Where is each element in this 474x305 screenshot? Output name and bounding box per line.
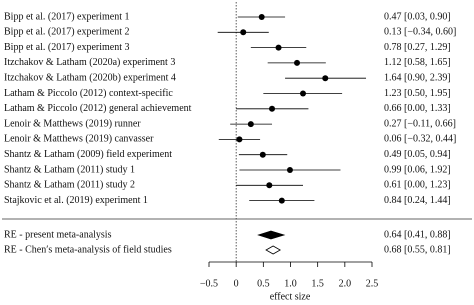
point-estimate <box>286 167 293 173</box>
study-label: Itzchakov & Latham (2020b) experiment 4 <box>4 72 176 83</box>
study-label: Lenoir & Matthews (2019) runner <box>4 118 141 129</box>
estimate-label: 0.27 [−0.11, 0.66] <box>384 118 456 129</box>
x-axis-label: effect size <box>270 291 311 302</box>
study-label: Bipp et al. (2017) experiment 2 <box>4 27 130 38</box>
point-estimate <box>247 121 254 128</box>
point-estimate <box>259 151 266 158</box>
x-tick-label: 2.5 <box>366 278 379 289</box>
point-estimate <box>240 29 247 36</box>
estimate-label: 0.49 [0.05, 0.94] <box>384 149 451 160</box>
estimate-label: 1.64 [0.90, 2.39] <box>384 72 451 83</box>
point-estimate <box>275 44 282 51</box>
study-label: Latham & Piccolo (2012) general achievem… <box>4 103 192 114</box>
summary-estimate-label: 0.64 [0.41, 0.88] <box>384 229 451 240</box>
point-estimate <box>322 75 329 82</box>
estimate-label: 0.13 [−0.34, 0.60] <box>384 27 456 38</box>
point-estimate <box>299 90 306 97</box>
point-estimate <box>278 197 285 204</box>
estimate-label: 0.99 [0.06, 1.92] <box>384 164 451 175</box>
estimate-label: 0.84 [0.24, 1.44] <box>384 195 451 206</box>
summary-label: RE - present meta-analysis <box>4 229 112 240</box>
estimate-label: 0.78 [0.27, 1.29] <box>384 42 451 53</box>
estimate-label: 1.23 [0.50, 1.95] <box>384 88 451 99</box>
estimate-label: 1.12 [0.58, 1.65] <box>384 57 451 68</box>
study-label: Bipp et al. (2017) experiment 3 <box>4 42 130 53</box>
x-tick-label: 0 <box>234 278 239 289</box>
summary-diamond <box>257 230 286 240</box>
estimate-label: 0.47 [0.03, 0.90] <box>384 11 451 22</box>
study-label: Shantz & Latham (2011) study 2 <box>4 180 135 191</box>
summary-diamond <box>265 245 281 255</box>
estimate-label: 0.61 [0.00, 1.23] <box>384 180 451 191</box>
x-tick-label: 1.0 <box>284 278 297 289</box>
study-label: Latham & Piccolo (2012) context-specific <box>4 88 173 99</box>
x-tick-label: 1.5 <box>311 278 324 289</box>
point-estimate <box>258 14 265 20</box>
study-label: Bipp et al. (2017) experiment 1 <box>4 11 130 22</box>
point-estimate <box>269 105 276 112</box>
estimate-label: 0.06 [−0.32, 0.44] <box>384 134 456 145</box>
estimate-label: 0.66 [0.00, 1.33] <box>384 103 451 114</box>
point-estimate <box>236 136 243 143</box>
x-tick-label: 0.5 <box>257 278 270 289</box>
study-label: Shantz & Latham (2009) field experiment <box>4 149 172 160</box>
summary-label: RE - Chen′s meta-analysis of field studi… <box>4 244 172 255</box>
point-estimate <box>266 182 273 189</box>
study-label: Stajkovic et al. (2019) experiment 1 <box>4 195 148 206</box>
x-tick-label: −0.5 <box>200 278 218 289</box>
point-estimate <box>294 59 301 66</box>
study-label: Itzchakov & Latham (2020a) experiment 3 <box>4 57 175 68</box>
summary-estimate-label: 0.68 [0.55, 0.81] <box>384 244 451 255</box>
x-tick-label: 2.0 <box>339 278 352 289</box>
study-label: Shantz & Latham (2011) study 1 <box>4 164 135 175</box>
study-label: Lenoir & Matthews (2019) canvasser <box>4 134 154 145</box>
